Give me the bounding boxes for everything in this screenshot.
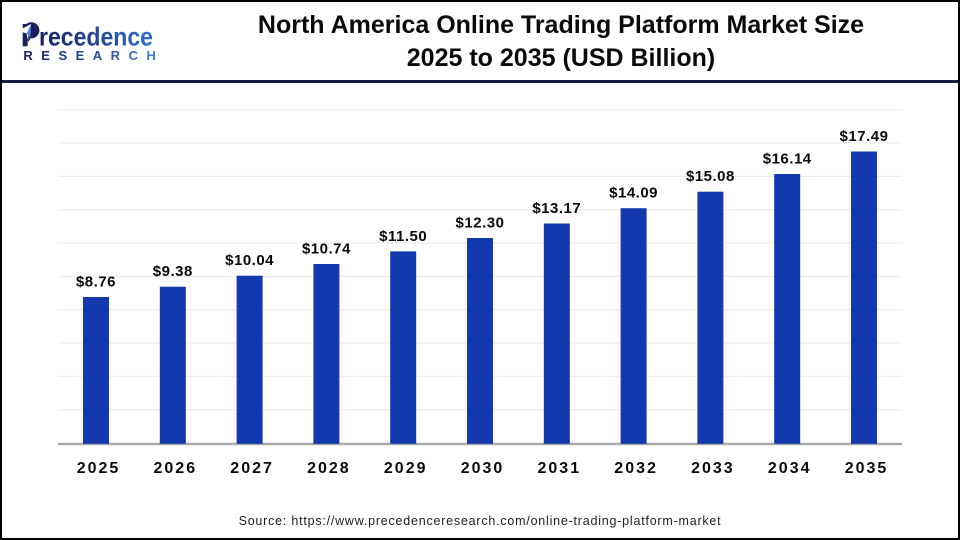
svg-text:2030: 2030 [461, 460, 505, 477]
svg-text:$10.74: $10.74 [302, 241, 351, 258]
svg-text:2031: 2031 [538, 460, 582, 477]
svg-text:$14.09: $14.09 [609, 185, 658, 202]
svg-text:2035: 2035 [845, 460, 889, 477]
svg-text:2025: 2025 [77, 460, 121, 477]
svg-text:2027: 2027 [230, 460, 274, 477]
svg-text:2029: 2029 [384, 460, 428, 477]
svg-text:RESEARCH: RESEARCH [23, 48, 164, 63]
svg-text:recedence: recedence [39, 22, 153, 52]
svg-text:2028: 2028 [307, 460, 351, 477]
svg-text:$17.49: $17.49 [840, 128, 889, 145]
svg-text:$11.50: $11.50 [379, 228, 427, 245]
svg-text:$8.76: $8.76 [76, 274, 116, 291]
svg-text:$16.14: $16.14 [763, 151, 812, 168]
svg-text:$13.17: $13.17 [532, 200, 581, 217]
svg-text:$12.30: $12.30 [456, 215, 505, 232]
svg-text:2032: 2032 [614, 460, 658, 477]
svg-text:$10.04: $10.04 [225, 252, 274, 269]
svg-text:$15.08: $15.08 [686, 168, 735, 185]
svg-text:2026: 2026 [154, 460, 198, 477]
svg-text:$9.38: $9.38 [153, 263, 193, 280]
svg-text:2033: 2033 [691, 460, 735, 477]
svg-text:2034: 2034 [768, 460, 812, 477]
